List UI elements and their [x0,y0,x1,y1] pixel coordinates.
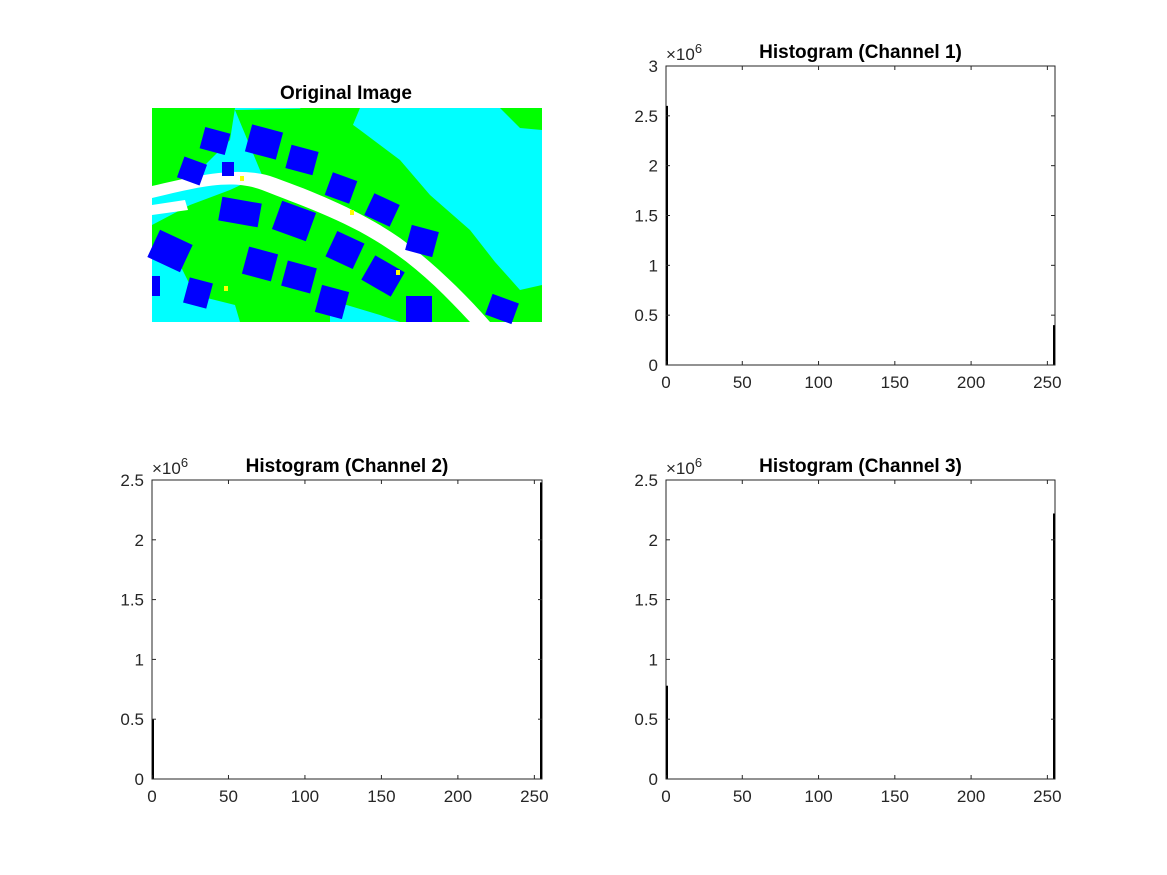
histogram-bar [666,105,668,365]
building [241,246,279,282]
building [325,230,365,270]
y-exponent-label: ×106 [152,455,188,478]
chart-title: Histogram (Channel 2) [246,456,449,477]
y-tick-label: 2 [135,531,144,550]
x-tick-label: 50 [733,787,752,806]
building [485,293,519,325]
x-tick-label: 100 [804,373,832,392]
y-tick-label: 2.5 [634,107,658,126]
building [218,196,262,228]
road [152,171,490,322]
x-tick-label: 200 [444,787,472,806]
y-tick-label: 2.5 [120,471,144,490]
chart-title: Histogram (Channel 1) [759,42,962,63]
y-tick-label: 1 [135,650,144,669]
building [244,124,284,160]
histogram-bar [1053,513,1055,779]
original-image [147,108,542,325]
road [152,200,188,215]
image-panel: Original Image [147,83,542,325]
x-tick-label: 250 [1033,787,1061,806]
water-region [152,255,240,322]
vegetation-patch [152,108,235,190]
x-tick-label: 250 [1033,373,1061,392]
histogram-bar [540,482,542,779]
car [396,270,400,275]
building [361,255,405,297]
building [364,193,400,227]
building [183,277,213,309]
x-tick-label: 150 [881,787,909,806]
building [324,172,358,204]
x-tick-label: 100 [291,787,319,806]
building [285,144,319,176]
building [314,284,350,320]
histogram-channel-2: 0 50 100 150 200 250 0 0.5 1 1.5 2 2.5 ×106 Histogram… [120,455,548,806]
x-tick-label: 200 [957,787,985,806]
car [350,210,354,215]
histogram-bar [1053,325,1055,365]
vegetation-patch [500,108,542,130]
building [199,127,231,155]
building [406,296,432,322]
y-tick-label: 3 [649,57,658,76]
y-tick-label: 0.5 [634,710,658,729]
y-exponent-label: ×106 [666,455,702,478]
building [281,260,317,294]
y-tick-label: 1.5 [120,591,144,610]
y-tick-label: 1.5 [634,591,658,610]
y-tick-label: 2 [649,531,658,550]
y-tick-label: 0 [649,770,658,789]
y-tick-label: 0.5 [120,710,144,729]
y-tick-label: 0.5 [634,306,658,325]
vegetation-patch [300,108,360,132]
x-tick-label: 250 [520,787,548,806]
y-tick-label: 1 [649,650,658,669]
x-tick-label: 50 [733,373,752,392]
x-tick-label: 0 [147,787,156,806]
building [271,200,317,242]
histogram-bar [666,685,668,779]
y-tick-label: 1 [649,256,658,275]
building [405,224,439,258]
y-tick-label: 1.5 [634,207,658,226]
x-tick-label: 200 [957,373,985,392]
histogram-bar [152,719,154,779]
building [176,156,208,186]
building [222,162,234,176]
y-tick-label: 2 [649,157,658,176]
image-title: Original Image [280,83,412,104]
chart-title: Histogram (Channel 3) [759,456,962,477]
car [224,286,228,291]
y-exponent-label: ×106 [666,41,702,64]
y-tick-label: 0 [649,356,658,375]
histogram-channel-1: 0 50 100 150 200 250 0 0.5 1 1.5 2 2.5 3 ×106 Histogra… [634,41,1061,392]
x-tick-label: 0 [661,787,670,806]
x-tick-label: 150 [881,373,909,392]
x-tick-label: 50 [219,787,238,806]
x-tick-label: 100 [804,787,832,806]
building [147,229,193,273]
y-tick-label: 0 [135,770,144,789]
x-tick-label: 0 [661,373,670,392]
x-tick-label: 150 [367,787,395,806]
y-tick-label: 2.5 [634,471,658,490]
car [240,176,244,181]
water-region [330,300,400,322]
histogram-channel-3: 0 50 100 150 200 250 0 0.5 1 1.5 2 2.5 ×106 Histogram… [634,455,1061,806]
building [152,276,160,296]
